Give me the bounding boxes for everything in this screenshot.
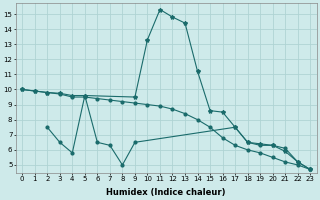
X-axis label: Humidex (Indice chaleur): Humidex (Indice chaleur) (107, 188, 226, 197)
